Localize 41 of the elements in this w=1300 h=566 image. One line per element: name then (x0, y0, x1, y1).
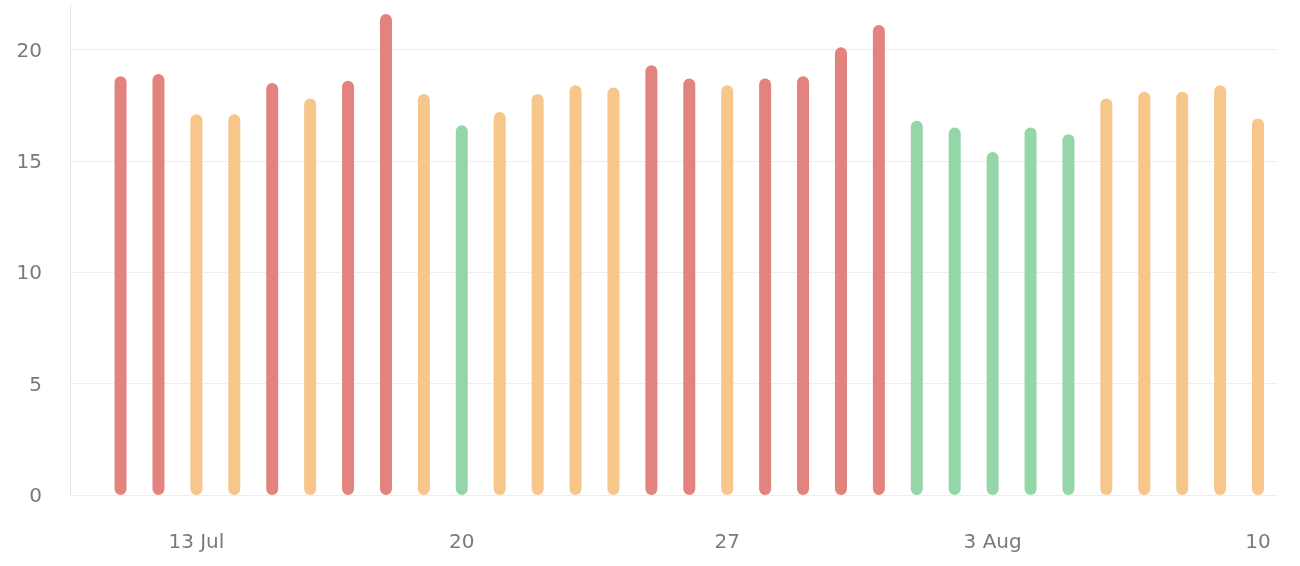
bar (531, 94, 544, 495)
bar (834, 47, 847, 495)
bar (645, 65, 658, 495)
bar (304, 98, 317, 495)
x-tick-label: 3 Aug (963, 529, 1022, 553)
bar (379, 13, 392, 495)
bar (759, 78, 772, 495)
bar (152, 74, 165, 495)
bar (910, 120, 923, 495)
bar (190, 114, 203, 495)
y-tick-label: 5 (29, 371, 42, 396)
y-tick-label: 15 (16, 148, 42, 173)
bar (872, 25, 885, 495)
bar (607, 87, 620, 495)
bar (683, 78, 696, 495)
bar (569, 85, 582, 495)
bar (342, 80, 355, 495)
bar (1214, 85, 1227, 495)
x-tick-label: 10 (1245, 529, 1271, 553)
bar (986, 152, 999, 495)
bar (948, 127, 961, 495)
y-tick-label: 20 (16, 37, 42, 62)
x-tick-label: 20 (449, 529, 475, 553)
bar (228, 114, 241, 495)
bar (266, 82, 279, 495)
x-tick-label: 13 Jul (168, 529, 225, 553)
bar (1100, 98, 1113, 495)
x-tick-label: 27 (714, 529, 740, 553)
bar (417, 94, 430, 495)
bar (1062, 134, 1075, 495)
y-tick-label: 10 (16, 260, 42, 285)
bar (493, 111, 506, 495)
bar (1252, 118, 1265, 495)
bar (455, 125, 468, 495)
bar (721, 85, 734, 495)
bar (1138, 91, 1151, 495)
y-tick-label: 0 (29, 483, 42, 507)
bar (797, 76, 810, 495)
bar (1176, 91, 1189, 495)
bar (1024, 127, 1037, 495)
bar (114, 76, 127, 495)
